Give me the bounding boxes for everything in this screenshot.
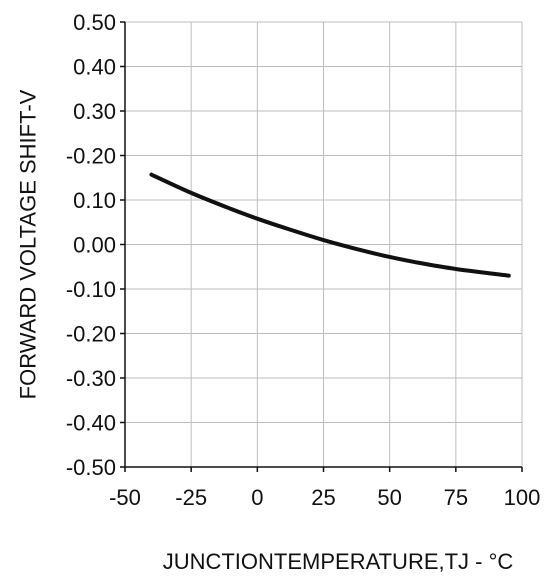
tick-labels: 0.50 0.40 0.30 -0.20 0.10 0.00 -0.10 -0.20 -0.30… xyxy=(66,10,541,510)
axes xyxy=(120,21,523,472)
series-line xyxy=(149,172,511,278)
x-tick-label: -25 xyxy=(175,485,207,510)
series-layer xyxy=(149,172,511,278)
x-tick-label: 0 xyxy=(251,485,263,510)
y-tick-label: -0.20 xyxy=(66,144,116,169)
y-axis-title: FORWARD VOLTAGE SHIFT-V xyxy=(16,89,41,399)
y-tick-label: -0.10 xyxy=(66,277,116,302)
y-tick-label: 0.30 xyxy=(73,99,116,124)
x-tick-label: 75 xyxy=(444,485,468,510)
x-tick-label: 100 xyxy=(504,485,541,510)
x-tick-label: -50 xyxy=(109,485,141,510)
y-tick-label: 0.10 xyxy=(73,188,116,213)
grid xyxy=(125,21,523,467)
x-tick-label: 50 xyxy=(377,485,401,510)
y-tick-label: -0.20 xyxy=(66,322,116,347)
y-tick-label: -0.40 xyxy=(66,411,116,436)
y-tick-label: 0.40 xyxy=(73,55,116,80)
x-axis-title: JUNCTIONTEMPERATURE,TJ - °C xyxy=(163,549,514,574)
y-tick-label: 0.50 xyxy=(73,10,116,35)
y-tick-label: -0.50 xyxy=(66,455,116,480)
y-tick-label: -0.30 xyxy=(66,366,116,391)
x-tick-label: 25 xyxy=(311,485,335,510)
y-tick-label: 0.00 xyxy=(73,233,116,258)
